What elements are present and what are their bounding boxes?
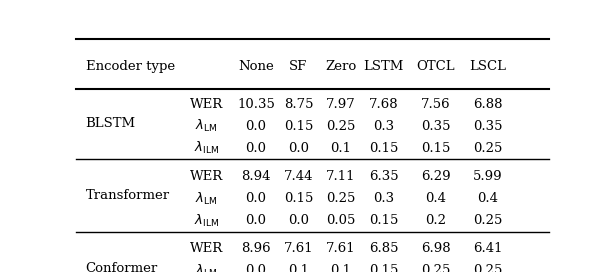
Text: $\lambda_{\mathrm{LM}}$: $\lambda_{\mathrm{LM}}$ [195,263,218,272]
Text: 0.15: 0.15 [369,142,398,155]
Text: 0.1: 0.1 [331,142,351,155]
Text: 0.25: 0.25 [326,120,356,133]
Text: 0.15: 0.15 [369,264,398,272]
Text: 6.41: 6.41 [473,242,502,255]
Text: 8.96: 8.96 [241,242,271,255]
Text: $\lambda_{\mathrm{LM}}$: $\lambda_{\mathrm{LM}}$ [195,118,218,134]
Text: 0.1: 0.1 [288,264,309,272]
Text: 7.97: 7.97 [326,98,356,111]
Text: 0.25: 0.25 [326,192,356,205]
Text: 6.88: 6.88 [473,98,502,111]
Text: 0.15: 0.15 [369,214,398,227]
Text: 0.1: 0.1 [331,264,351,272]
Text: 7.44: 7.44 [284,170,313,183]
Text: SF: SF [289,60,307,73]
Text: 0.15: 0.15 [284,192,313,205]
Text: BLSTM: BLSTM [85,117,136,130]
Text: 0.0: 0.0 [288,142,309,155]
Text: 6.85: 6.85 [369,242,398,255]
Text: 7.56: 7.56 [421,98,450,111]
Text: 0.25: 0.25 [473,142,502,155]
Text: 0.25: 0.25 [473,214,502,227]
Text: 0.35: 0.35 [473,120,502,133]
Text: 0.0: 0.0 [245,214,267,227]
Text: 7.61: 7.61 [284,242,314,255]
Text: $\lambda_{\mathrm{LM}}$: $\lambda_{\mathrm{LM}}$ [195,191,218,207]
Text: 0.0: 0.0 [288,214,309,227]
Text: Zero: Zero [325,60,357,73]
Text: 0.3: 0.3 [373,120,394,133]
Text: 0.25: 0.25 [473,264,502,272]
Text: 7.61: 7.61 [326,242,356,255]
Text: 6.29: 6.29 [421,170,450,183]
Text: 0.15: 0.15 [421,142,450,155]
Text: LSCL: LSCL [469,60,506,73]
Text: 0.0: 0.0 [245,192,267,205]
Text: LSTM: LSTM [364,60,404,73]
Text: 6.98: 6.98 [421,242,450,255]
Text: 8.75: 8.75 [284,98,313,111]
Text: 0.4: 0.4 [477,192,498,205]
Text: WER: WER [190,98,223,111]
Text: 7.11: 7.11 [326,170,356,183]
Text: 0.0: 0.0 [245,120,267,133]
Text: 0.2: 0.2 [425,214,446,227]
Text: None: None [238,60,274,73]
Text: 0.3: 0.3 [373,192,394,205]
Text: 7.68: 7.68 [368,98,398,111]
Text: 6.35: 6.35 [368,170,398,183]
Text: 5.99: 5.99 [473,170,503,183]
Text: 0.15: 0.15 [284,120,313,133]
Text: 8.94: 8.94 [241,170,271,183]
Text: 0.4: 0.4 [425,192,446,205]
Text: Encoder type: Encoder type [85,60,175,73]
Text: 0.0: 0.0 [245,264,267,272]
Text: Transformer: Transformer [85,189,170,202]
Text: WER: WER [190,170,223,183]
Text: $\lambda_{\mathrm{ILM}}$: $\lambda_{\mathrm{ILM}}$ [193,140,219,156]
Text: 0.35: 0.35 [421,120,450,133]
Text: WER: WER [190,242,223,255]
Text: $\lambda_{\mathrm{ILM}}$: $\lambda_{\mathrm{ILM}}$ [193,213,219,229]
Text: 0.25: 0.25 [421,264,450,272]
Text: 10.35: 10.35 [237,98,275,111]
Text: 0.0: 0.0 [245,142,267,155]
Text: OTCL: OTCL [416,60,455,73]
Text: Conformer: Conformer [85,262,158,272]
Text: 0.05: 0.05 [326,214,356,227]
